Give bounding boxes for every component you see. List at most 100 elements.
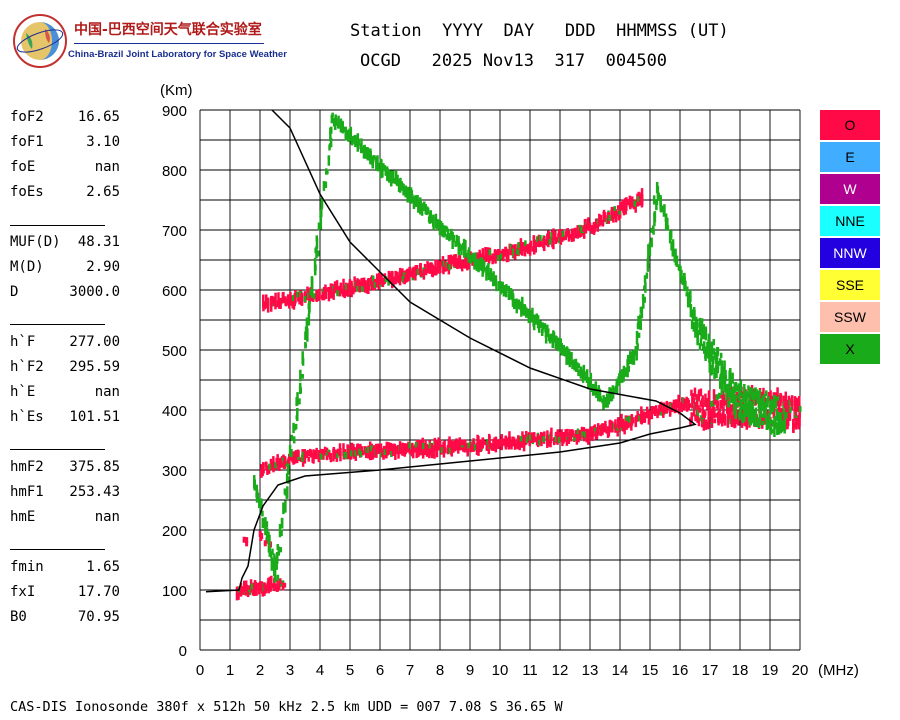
echo-mark <box>327 451 331 457</box>
y-tick-label: 400 <box>162 403 187 420</box>
echo-mark <box>716 411 720 423</box>
echo-mark <box>794 402 798 416</box>
echo-mark <box>280 580 283 587</box>
echo-mark <box>751 388 754 400</box>
echo-mark <box>742 403 745 410</box>
legend-item-w: W <box>820 174 880 204</box>
echo-mark <box>763 405 766 418</box>
echo-mark <box>307 449 310 457</box>
echo-mark <box>333 281 337 293</box>
echo-mark <box>539 239 542 246</box>
echo-mark <box>276 544 280 551</box>
echo-mark <box>573 359 576 366</box>
echo-mark <box>456 260 459 267</box>
legend-item-o: O <box>820 110 880 140</box>
profile-curve-line <box>205 109 697 593</box>
x-tick-label: 10 <box>492 662 509 679</box>
echo-mark <box>298 382 302 390</box>
echo-mark <box>723 388 727 393</box>
echo-mark <box>427 444 430 453</box>
echo-mark <box>450 443 454 457</box>
echo-mark <box>314 247 317 254</box>
x-axis-label: (MHz) <box>818 662 859 679</box>
echo-mark <box>705 397 709 405</box>
echo-mark <box>618 419 622 426</box>
echo-mark <box>322 181 326 191</box>
echo-mark <box>295 415 299 420</box>
echo-mark <box>611 392 614 399</box>
echo-mark <box>786 419 789 430</box>
echo-mark <box>528 242 532 256</box>
echo-mark <box>386 443 389 456</box>
echo-mark <box>524 437 527 446</box>
echo-mark <box>603 212 607 219</box>
echo-mark <box>685 404 689 412</box>
echo-mark <box>308 294 311 304</box>
echo-mark <box>331 112 334 118</box>
legend-item-nne: NNE <box>820 206 880 236</box>
echo-mark <box>507 436 511 450</box>
echo-mark <box>262 294 265 308</box>
echo-mark <box>276 551 279 564</box>
echo-mark <box>533 241 536 255</box>
echo-mark <box>689 289 692 301</box>
echo-mark <box>608 387 611 401</box>
echo-mark <box>783 411 786 426</box>
echo-mark <box>790 398 793 403</box>
echo-mark <box>641 294 645 301</box>
echo-mark <box>459 246 463 251</box>
echo-mark <box>578 430 582 440</box>
echo-mark <box>636 343 639 351</box>
echo-mark <box>754 407 758 415</box>
echo-mark <box>710 364 713 376</box>
echo-mark <box>495 281 498 292</box>
x-tick-label: 16 <box>672 662 689 679</box>
echo-mark <box>657 192 660 199</box>
echo-mark <box>737 418 740 426</box>
echo-mark <box>796 398 799 412</box>
echo-mark <box>443 446 447 454</box>
x-tick-label: 14 <box>612 662 629 679</box>
echo-mark <box>401 276 405 283</box>
echo-mark <box>387 279 390 286</box>
echo-mark <box>402 272 406 279</box>
echo-mark <box>702 324 706 333</box>
echo-mark <box>652 228 655 235</box>
echo-mark <box>779 418 783 427</box>
echo-mark <box>510 440 513 450</box>
echo-mark <box>329 137 333 148</box>
echo-mark <box>763 393 766 398</box>
echo-mark <box>483 440 487 446</box>
echo-mark <box>434 213 438 221</box>
echo-mark <box>669 403 673 410</box>
echo-mark <box>798 395 801 407</box>
echo-mark <box>713 396 716 405</box>
echo-mark <box>411 447 415 455</box>
param-label: fmin <box>10 559 44 575</box>
echo-mark <box>637 196 640 203</box>
echo-mark <box>248 589 252 596</box>
param-separator <box>10 449 105 450</box>
x-tick-label: 8 <box>436 662 444 679</box>
echo-mark <box>350 442 354 454</box>
echo-mark <box>716 401 720 411</box>
param-row: hmF1 253.43 <box>10 484 120 504</box>
echo-mark <box>588 222 592 230</box>
echo-mark <box>560 342 563 349</box>
echo-mark <box>498 438 501 447</box>
echo-mark <box>475 442 479 455</box>
x-tick-label: 5 <box>346 662 354 679</box>
echo-mark <box>350 280 353 285</box>
echo-mark <box>735 385 739 392</box>
echo-mark <box>391 170 395 181</box>
echo-mark <box>700 318 704 330</box>
echo-mark <box>268 534 271 546</box>
echo-mark <box>448 233 451 242</box>
echo-mark <box>548 338 552 344</box>
echo-mark <box>690 319 694 330</box>
echo-mark <box>692 405 696 417</box>
echo-mark <box>435 267 438 276</box>
echo-mark <box>768 419 772 431</box>
echo-mark <box>707 390 711 404</box>
echo-mark <box>506 249 510 262</box>
